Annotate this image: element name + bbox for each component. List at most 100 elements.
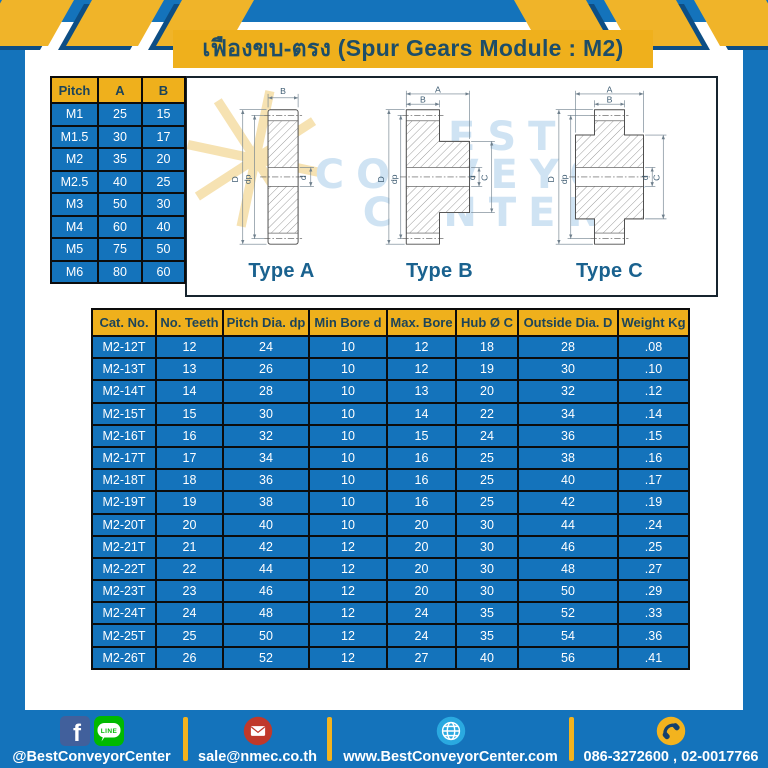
table-cell: .10 — [617, 357, 690, 382]
table-cell: .41 — [617, 645, 690, 670]
table-cell: 16 — [386, 445, 457, 471]
facebook-icon[interactable]: f — [59, 716, 90, 746]
column-header: Cat. No. — [91, 308, 157, 337]
footer-phone-text[interactable]: 086-3272600 , 02-0017766 — [583, 749, 759, 765]
table-row: M2-25T 25 50 12 24 35 54.36 — [91, 623, 690, 648]
table-cell: 18 — [155, 468, 224, 493]
table-cell: 44 — [222, 556, 310, 582]
table-cell: 14 — [155, 379, 224, 404]
table-cell: .33 — [617, 601, 690, 626]
table-cell: 25 — [97, 102, 143, 127]
mail-icon[interactable] — [242, 715, 274, 747]
table-row: M2-24T 24 48 12 24 35 52.33 — [91, 601, 690, 626]
footer-email[interactable]: sale@nmec.co.th — [188, 710, 327, 768]
svg-text:C: C — [651, 175, 661, 181]
svg-text:D: D — [546, 176, 556, 182]
column-header: Weight Kg — [617, 308, 690, 337]
type-b-label: Type B — [406, 260, 473, 282]
table-cell: 40 — [455, 645, 519, 670]
table-cell: 48 — [517, 556, 619, 582]
table-cell: 25 — [455, 490, 519, 515]
svg-text:d: d — [298, 175, 308, 180]
footer-phone[interactable]: 086-3272600 , 02-0017766 — [574, 710, 768, 768]
footer-website-text[interactable]: www.BestConveyorCenter.com — [343, 749, 558, 765]
table-cell: 35 — [455, 601, 519, 626]
table-cell: M4 — [50, 214, 99, 239]
table-cell: 50 — [222, 623, 310, 648]
footer-social-handle[interactable]: @BestConveyorCenter — [12, 749, 171, 765]
line-icon[interactable]: LINE — [93, 716, 124, 746]
table-row: M2.5 40 25 — [50, 169, 186, 194]
table-cell: 38 — [222, 490, 310, 515]
table-cell: M2-21T — [91, 534, 157, 559]
table-cell: M2-23T — [91, 579, 157, 604]
svg-text:D: D — [230, 176, 240, 182]
header-row: Cat. No. No. Teeth Pitch Dia. dp Min Bore d… — [91, 308, 690, 337]
table-cell: 12 — [386, 334, 457, 360]
phone-icon[interactable] — [655, 715, 687, 747]
table-cell: 10 — [308, 401, 388, 426]
table-cell: 40 — [97, 169, 143, 194]
table-cell: 32 — [517, 379, 619, 404]
table-cell: M1 — [50, 102, 99, 127]
gear-drawing-type-c: A B D dp d C Type C — [546, 86, 673, 283]
column-header: Outside Dia. D — [517, 308, 619, 337]
footer-divider — [569, 717, 574, 761]
table-cell: 19 — [455, 357, 519, 382]
table-cell: 12 — [308, 534, 388, 559]
table-cell: 10 — [308, 357, 388, 382]
table-cell: M2-12T — [91, 334, 157, 360]
table-cell: 22 — [155, 556, 224, 582]
table-cell: 20 — [155, 512, 224, 537]
table-cell: 23 — [155, 579, 224, 604]
table-cell: 22 — [455, 401, 519, 426]
table-cell: 24 — [155, 601, 224, 626]
table-cell: 10 — [308, 445, 388, 471]
footer-divider — [327, 717, 332, 761]
table-cell: 38 — [517, 445, 619, 471]
globe-icon[interactable] — [435, 715, 467, 747]
table-row: M4 60 40 — [50, 214, 186, 239]
table-cell: .16 — [617, 445, 690, 471]
footer-website[interactable]: www.BestConveyorCenter.com — [332, 710, 569, 768]
type-c-diagram: A B D dp d C — [546, 86, 667, 245]
table-cell: .08 — [617, 334, 690, 360]
table-cell: 12 — [155, 334, 224, 360]
table-cell: M2-18T — [91, 468, 157, 493]
table-cell: M3 — [50, 192, 99, 217]
table-cell: 40 — [517, 468, 619, 493]
table-cell: 25 — [455, 445, 519, 471]
table-cell: 52 — [517, 601, 619, 626]
svg-text:LINE: LINE — [100, 728, 117, 735]
table-cell: .29 — [617, 579, 690, 604]
table-row: M2-19T 19 38 10 16 25 42.19 — [91, 490, 690, 515]
footer-email-text[interactable]: sale@nmec.co.th — [198, 749, 317, 765]
table-cell: 30 — [455, 579, 519, 604]
table-cell: M2-20T — [91, 512, 157, 537]
table-cell: 12 — [308, 601, 388, 626]
table-row: M1 25 15 — [50, 102, 186, 127]
table-cell: 25 — [455, 468, 519, 493]
table-cell: .12 — [617, 379, 690, 404]
table-cell: M2 — [50, 147, 99, 172]
table-cell: 19 — [155, 490, 224, 515]
table-row: M3 50 30 — [50, 192, 186, 217]
table-row: M2-12T 12 24 10 12 18 28.08 — [91, 334, 690, 360]
table-cell: M2-15T — [91, 401, 157, 426]
table-cell: 12 — [386, 357, 457, 382]
table-cell: .19 — [617, 490, 690, 515]
table-cell: 21 — [155, 534, 224, 559]
table-cell: 16 — [155, 423, 224, 448]
table-cell: M2-19T — [91, 490, 157, 515]
table-cell: 30 — [455, 534, 519, 559]
footer-social[interactable]: f LINE @BestConveyorCenter — [0, 710, 183, 768]
table-cell: 30 — [141, 192, 186, 217]
table-cell: 17 — [141, 124, 186, 149]
table-cell: .15 — [617, 423, 690, 448]
table-cell: M2-26T — [91, 645, 157, 670]
table-cell: 24 — [386, 601, 457, 626]
drawing-panel: ✳ BEST CONVEYOR CENTER — [185, 76, 718, 297]
table-cell: M2-22T — [91, 556, 157, 582]
table-cell: 13 — [386, 379, 457, 404]
